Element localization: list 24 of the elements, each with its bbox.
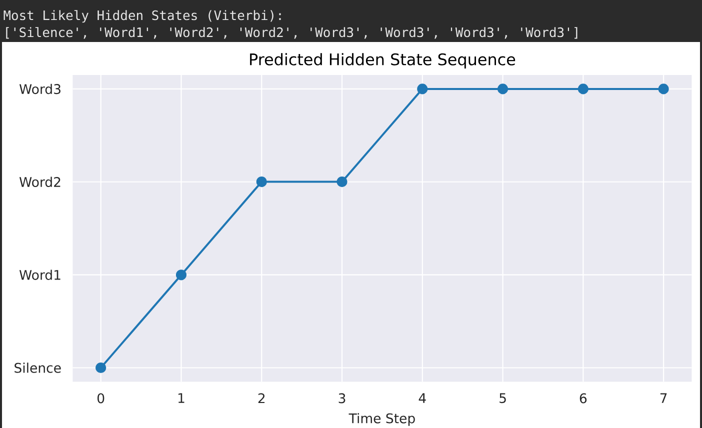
text: Silence [14,362,61,373]
x-tick-label: 4 [418,393,426,403]
point [578,84,588,94]
x-tick-label: 1 [178,393,184,403]
x-axis-title: Time Step [348,413,415,426]
point [497,84,508,94]
point [658,84,669,94]
text: Word2 [19,176,60,188]
point [96,362,106,374]
chart-title: Predicted Hidden State Sequence [250,53,516,68]
text: Word1 [19,270,60,280]
point [176,270,187,280]
x-tick-label: 6 [580,393,587,404]
text: Most Likely Hidden States (Viterbi): [4,10,281,23]
x-tick-label: 0 [98,393,104,404]
point [417,84,428,94]
text: ['Silence', 'Word1', 'Word2', 'Word2', 'Word3', 'Word3', 'Word3', 'Word3'] [6,27,578,39]
text: Word3 [19,84,60,94]
point [256,176,267,188]
x-tick-label: 5 [500,393,506,404]
x-tick-label: 3 [338,393,346,404]
x-tick-label: 2 [258,393,265,404]
x-tick-label: 7 [660,393,667,403]
point [336,176,348,188]
